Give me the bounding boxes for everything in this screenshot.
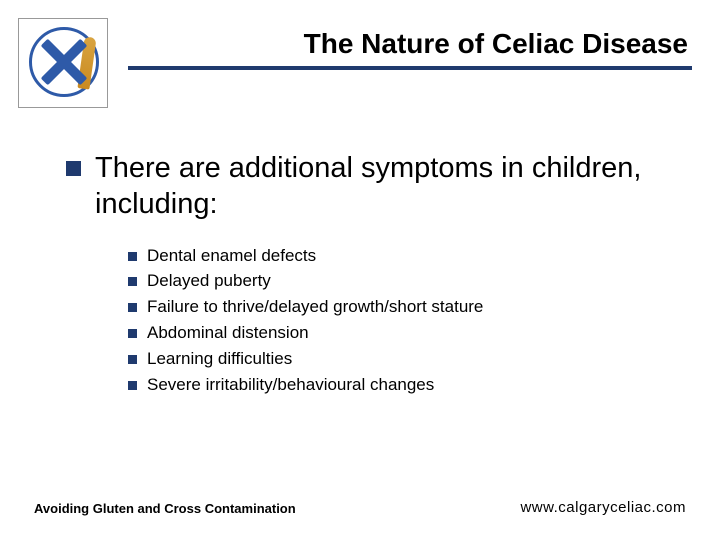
- square-bullet-icon: [128, 381, 137, 390]
- header: The Nature of Celiac Disease: [0, 0, 720, 108]
- sub-bullet-text: Abdominal distension: [147, 322, 309, 345]
- association-logo: [18, 18, 108, 108]
- square-bullet-icon: [128, 252, 137, 261]
- square-bullet-icon: [128, 355, 137, 364]
- list-item: Learning difficulties: [128, 348, 680, 371]
- sub-bullet-text: Delayed puberty: [147, 270, 271, 293]
- list-item: Failure to thrive/delayed growth/short s…: [128, 296, 680, 319]
- list-item: Delayed puberty: [128, 270, 680, 293]
- title-underline: [128, 66, 692, 70]
- square-bullet-icon: [128, 329, 137, 338]
- logo-cross-icon: [41, 39, 87, 85]
- footer-left-text: Avoiding Gluten and Cross Contamination: [34, 501, 296, 516]
- title-block: The Nature of Celiac Disease: [128, 18, 692, 70]
- list-item: Abdominal distension: [128, 322, 680, 345]
- sub-bullet-text: Failure to thrive/delayed growth/short s…: [147, 296, 483, 319]
- square-bullet-icon: [128, 277, 137, 286]
- sub-bullet-text: Severe irritability/behavioural changes: [147, 374, 434, 397]
- sub-bullet-text: Dental enamel defects: [147, 245, 316, 268]
- list-item: Severe irritability/behavioural changes: [128, 374, 680, 397]
- square-bullet-icon: [66, 161, 81, 176]
- sub-bullet-text: Learning difficulties: [147, 348, 292, 371]
- square-bullet-icon: [128, 303, 137, 312]
- main-bullet-item: There are additional symptoms in childre…: [66, 150, 680, 223]
- sub-bullet-list: Dental enamel defects Delayed puberty Fa…: [128, 245, 680, 398]
- footer-url: www.calgaryceliac.com: [520, 499, 686, 516]
- footer: Avoiding Gluten and Cross Contamination …: [0, 499, 720, 516]
- main-bullet-text: There are additional symptoms in childre…: [95, 150, 680, 223]
- slide-title: The Nature of Celiac Disease: [128, 28, 692, 60]
- list-item: Dental enamel defects: [128, 245, 680, 268]
- content-area: There are additional symptoms in childre…: [0, 108, 720, 397]
